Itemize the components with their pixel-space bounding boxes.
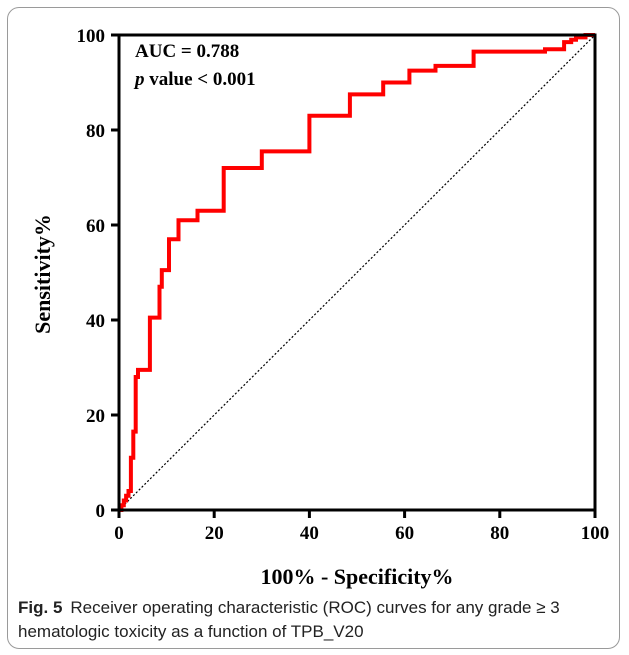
x-axis-label: 100% - Specificity% — [260, 564, 453, 589]
reference-diagonal-line — [118, 34, 596, 511]
figure-caption: Fig. 5 Receiver operating characteristic … — [18, 596, 613, 644]
y-tick-label: 80 — [86, 121, 105, 142]
x-tick-label: 20 — [205, 523, 224, 544]
figure-label: Fig. 5 — [18, 598, 63, 617]
y-axis-label: Sensitivity% — [30, 214, 55, 334]
plot-frame — [117, 33, 597, 512]
auc-annotation: AUC = 0.788 — [135, 41, 239, 62]
x-tick-label: 60 — [395, 523, 414, 544]
y-tick-label: 100 — [77, 26, 106, 47]
x-tick-label: 0 — [114, 523, 124, 544]
p-value-annotation: p value < 0.001 — [133, 69, 256, 90]
y-tick-label: 40 — [86, 311, 105, 332]
y-tick-label: 0 — [96, 501, 106, 522]
y-tick-label: 20 — [86, 406, 105, 427]
x-tick-label: 100 — [581, 523, 610, 544]
x-tick-label: 40 — [300, 523, 319, 544]
roc-curve-line — [119, 33, 595, 512]
x-tick-label: 80 — [490, 523, 509, 544]
figure-caption-text: Receiver operating characteristic (ROC) … — [18, 598, 560, 641]
y-tick-label: 60 — [86, 216, 105, 237]
